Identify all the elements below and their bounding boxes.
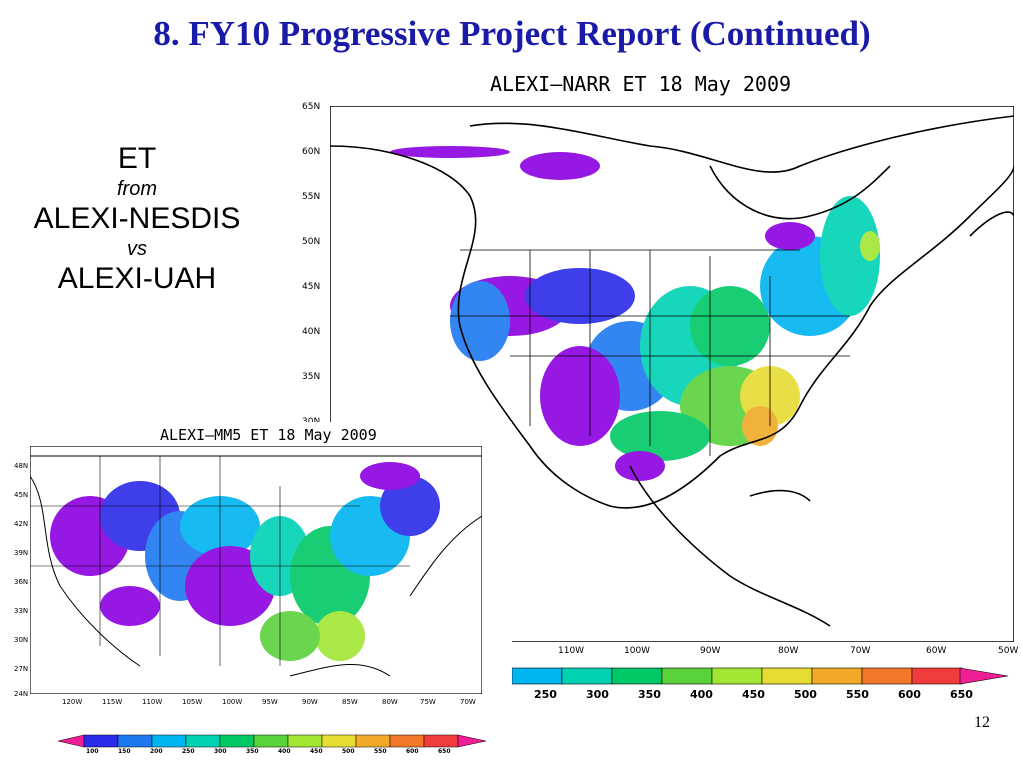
colorbar-cell [512,667,563,685]
caption-uah: ALEXI-UAH [57,262,217,295]
cb-label: 250 [534,688,557,701]
colorbar-cell [151,734,187,748]
lat-label: 50N [302,237,321,247]
lat-label: 45N [14,491,29,499]
lon-label: 70W [850,646,871,656]
lat-label: 24N [14,690,29,698]
cb-label: 550 [374,748,387,755]
colorbar-cell [253,734,289,748]
cb-label: 350 [246,748,259,755]
mm5-colorbar [58,734,486,748]
colorbar-cell [287,734,323,748]
mm5-et-map: ALEXI—MM5 ET 18 May 2009 [0,422,512,768]
lat-label: 33N [14,607,29,615]
lat-label: 40N [302,327,321,337]
lon-label: 80W [778,646,799,656]
colorbar-cell [83,734,119,748]
mm5-map-title: ALEXI—MM5 ET 18 May 2009 [160,426,377,444]
colorbar-cell [661,667,713,685]
cb-label: 400 [690,688,713,701]
lon-label: 80W [382,698,398,706]
lon-label: 85W [342,698,358,706]
mm5-map-figure [30,446,482,694]
colorbar-cell [117,734,153,748]
colorbar-cell [185,734,221,748]
colorbar-cell [561,667,613,685]
cb-label: 450 [742,688,765,701]
colorbar-cell [389,734,425,748]
cb-label: 500 [794,688,817,701]
colorbar-cell [355,734,391,748]
cb-label: 650 [950,688,973,701]
cb-label: 650 [438,748,451,755]
lat-label: 30N [14,636,29,644]
page-number: 12 [974,714,990,731]
lat-label: 42N [14,520,29,528]
cb-label: 200 [150,748,163,755]
cb-label: 150 [118,748,131,755]
colorbar-cell [219,734,255,748]
cb-label: 600 [406,748,419,755]
lat-label: 35N [302,372,321,382]
cb-label: 350 [638,688,661,701]
side-caption: ET from ALEXI-NESDIS vs ALEXI-UAH [12,142,262,296]
lat-label: 60N [302,147,321,157]
caption-from: from [117,178,157,200]
lat-label: 39N [14,549,29,557]
lat-label: 55N [302,192,321,202]
slide-title: 8. FY10 Progressive Project Report (Cont… [153,14,871,53]
cb-label: 100 [86,748,99,755]
cb-label: 300 [214,748,227,755]
caption-nesdis: ALEXI-NESDIS [33,202,241,235]
colorbar-cell [321,734,357,748]
lat-label: 48N [14,462,29,470]
lon-label: 105W [182,698,203,706]
cb-label: 550 [846,688,869,701]
lon-label: 90W [302,698,318,706]
lon-label: 75W [420,698,436,706]
colorbar-cell [861,667,913,685]
colorbar-cell [423,734,459,748]
colorbar-cell [761,667,813,685]
cb-label: 500 [342,748,355,755]
lon-label: 115W [102,698,123,706]
lon-label: 50W [998,646,1019,656]
cb-label: 600 [898,688,921,701]
lon-label: 100W [624,646,651,656]
lon-label: 70W [460,698,476,706]
lat-label: 36N [14,578,29,586]
lon-label: 60W [926,646,947,656]
lat-label: 65N [302,102,321,112]
colorbar-cell [811,667,863,685]
cb-label: 400 [278,748,291,755]
lon-label: 110W [558,646,585,656]
colorbar-cell [711,667,763,685]
cb-label: 250 [182,748,195,755]
narr-map-title: ALEXI—NARR ET 18 May 2009 [490,72,792,96]
colorbar-cell [611,667,663,685]
caption-vs: vs [127,238,147,260]
caption-et: ET [117,142,157,175]
lon-label: 120W [62,698,83,706]
lon-label: 110W [142,698,163,706]
lon-label: 100W [222,698,243,706]
lat-label: 45N [302,282,321,292]
lon-label: 90W [700,646,721,656]
cb-label: 450 [310,748,323,755]
colorbar-cell [911,667,963,685]
lat-label: 27N [14,665,29,673]
narr-colorbar [512,667,1009,685]
lon-label: 95W [262,698,278,706]
cb-label: 300 [586,688,609,701]
